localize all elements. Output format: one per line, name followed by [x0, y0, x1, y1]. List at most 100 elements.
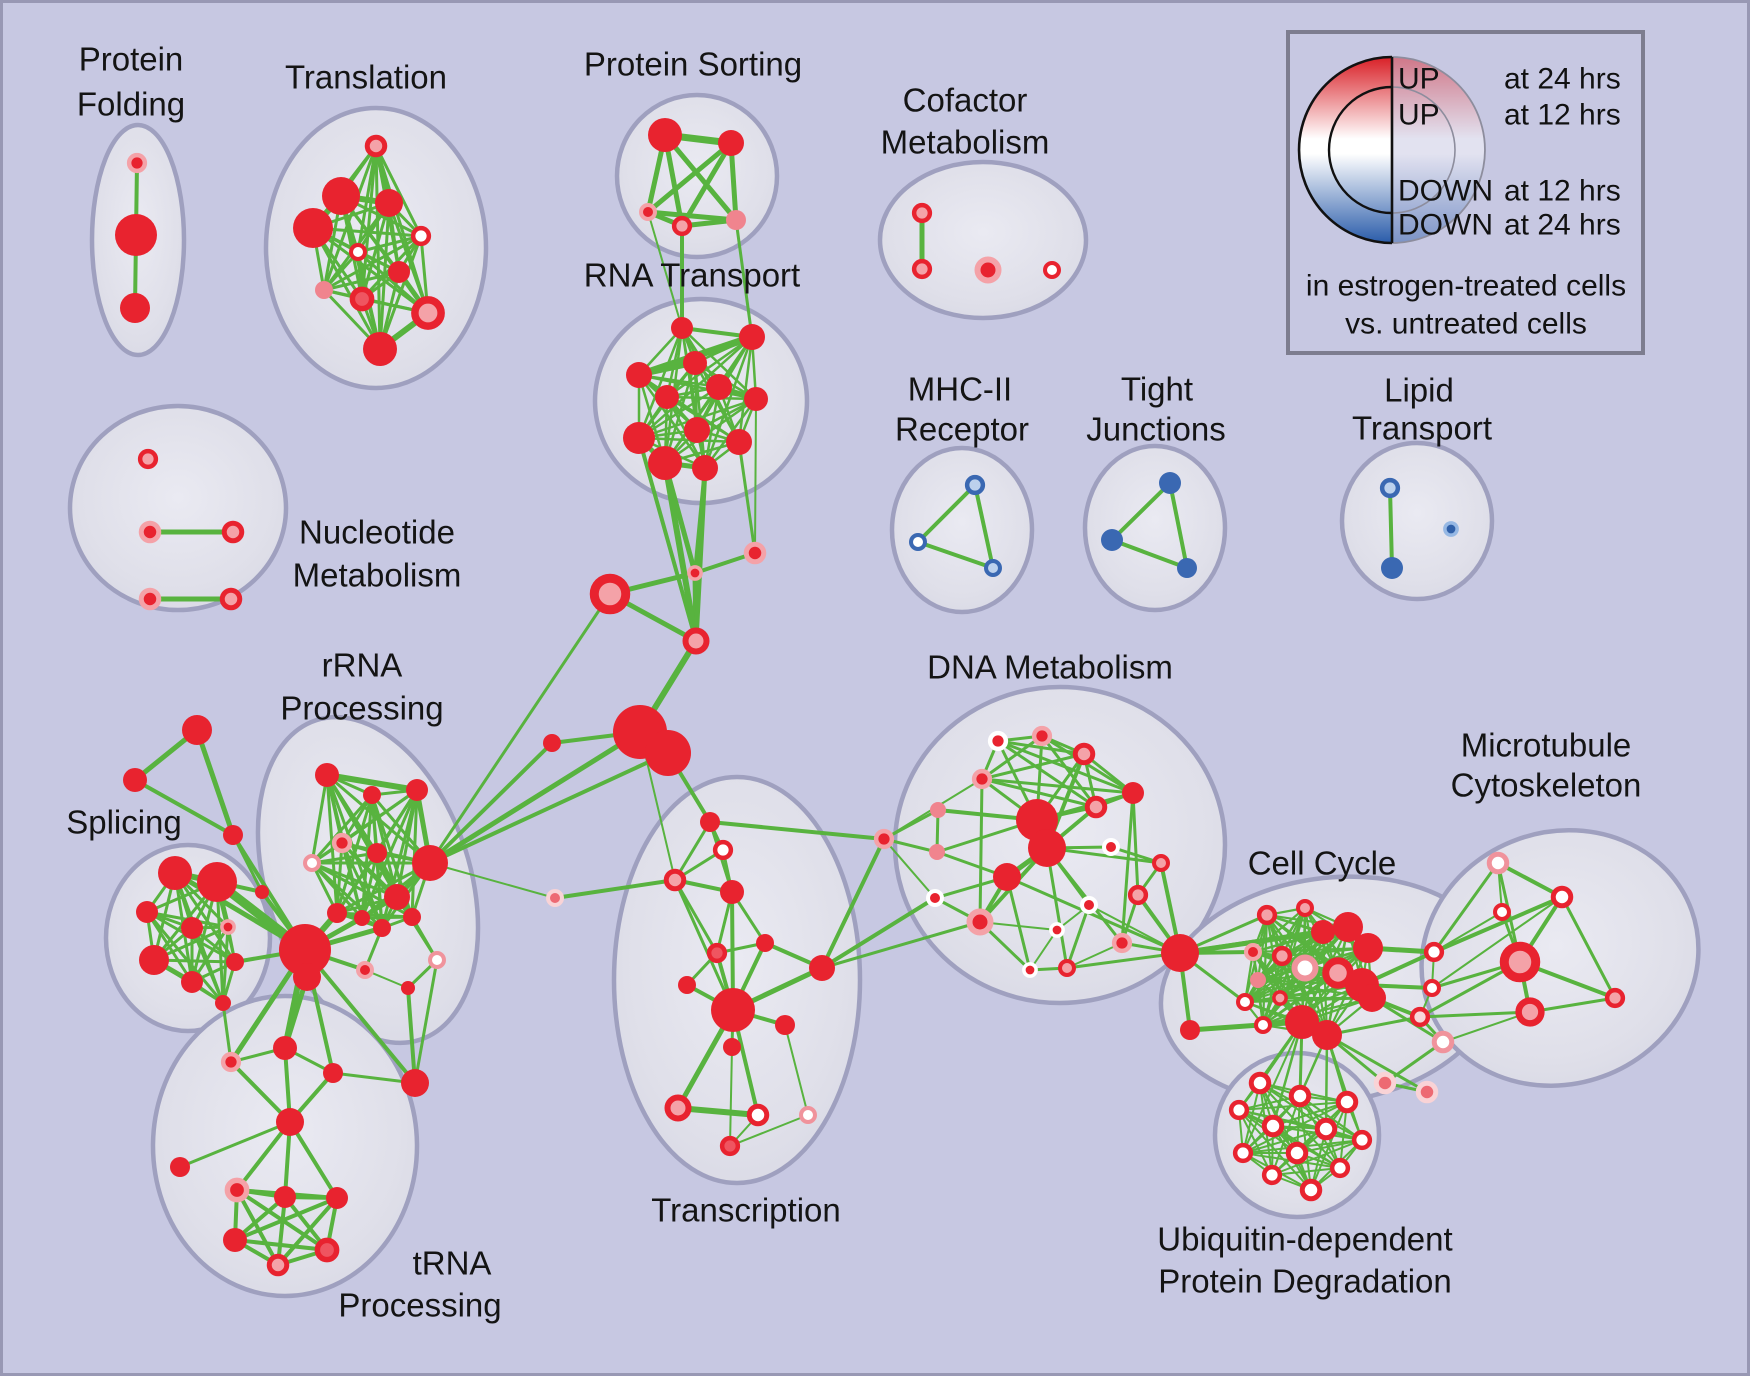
edge [1188, 1023, 1265, 1032]
cluster-label-lipid-transport: Lipid [1384, 372, 1454, 409]
gene-node [1072, 742, 1096, 766]
edge [645, 209, 739, 223]
gene-node [170, 1157, 190, 1177]
gene-node [1152, 854, 1170, 872]
edge [1271, 1020, 1304, 1128]
gene-node [364, 134, 388, 158]
gene-node [1335, 1090, 1359, 1114]
gene-node [648, 118, 682, 152]
edge [231, 833, 264, 894]
gene-node [993, 863, 1021, 891]
gene-node [678, 976, 696, 994]
edge [737, 335, 754, 444]
edge [679, 140, 734, 229]
gene-node [181, 917, 203, 939]
edge [310, 861, 399, 899]
gene-node [223, 1228, 247, 1252]
gene-node [911, 202, 933, 224]
gene-node [639, 203, 657, 221]
cluster-label-rrna-processing: Processing [280, 690, 443, 727]
gene-node [197, 862, 237, 902]
gene-node [1353, 933, 1383, 963]
gene-node [123, 768, 147, 792]
gene-node [1031, 725, 1053, 747]
legend-row-detail: at 12 hrs [1504, 99, 1621, 132]
gene-node [966, 908, 994, 936]
gene-node [1291, 954, 1319, 982]
gene-node [220, 919, 236, 935]
legend-row-detail: at 12 hrs [1504, 175, 1621, 208]
gene-node [756, 934, 774, 952]
edge [194, 727, 236, 838]
gene-node [682, 627, 710, 655]
edge [276, 1195, 287, 1267]
gene-node [215, 995, 231, 1011]
gene-node [255, 885, 269, 899]
gene-node [401, 1069, 429, 1097]
edge [665, 395, 758, 401]
edge [1431, 896, 1563, 989]
gene-node [1177, 558, 1197, 578]
edge [288, 1120, 339, 1200]
edge [729, 1046, 733, 1147]
edge [1432, 861, 1500, 954]
gene-node [1423, 979, 1441, 997]
edge [310, 773, 329, 865]
gene-node [1028, 829, 1066, 867]
gene-node [401, 981, 415, 995]
gene-node [406, 779, 428, 801]
gene-node [384, 884, 410, 910]
gene-node [327, 903, 347, 923]
gene-node [1486, 851, 1510, 875]
gene-node [182, 715, 212, 745]
edge [310, 793, 374, 865]
gene-nodes [115, 118, 1626, 1277]
cluster-label-rrna-processing: rRNA [322, 647, 403, 684]
gene-node [1102, 838, 1120, 856]
gene-node [974, 256, 1002, 284]
gene-node [1431, 1030, 1455, 1054]
gene-node [1049, 922, 1065, 938]
cluster-label-splicing: Splicing [66, 804, 182, 841]
edge [133, 778, 235, 837]
legend-row-label: UP [1398, 63, 1440, 96]
cluster-label-microtubule-cytoskeleton: Microtubule [1461, 727, 1632, 764]
edge [1324, 1033, 1329, 1131]
cluster-ellipse-nucleotide-metabolism [67, 403, 289, 613]
edge [673, 878, 735, 1012]
gene-node [706, 942, 728, 964]
gene-node [911, 258, 933, 280]
gene-node [589, 573, 631, 615]
gene-node [1515, 997, 1545, 1027]
gene-node [723, 1038, 741, 1056]
edge [428, 741, 554, 865]
cluster-label-trna-processing: Processing [338, 1287, 501, 1324]
edge [1388, 486, 1394, 570]
edge [235, 1188, 280, 1267]
legend-row-label: DOWN [1398, 175, 1493, 208]
gene-node [726, 429, 752, 455]
cluster-ellipse-lipid-transport [1339, 440, 1495, 602]
cluster-labels: Protein Folding Translation Nucleotide Metab… [66, 41, 1641, 1324]
gene-node [1299, 1178, 1323, 1202]
gene-node [626, 362, 652, 388]
legend-circle-outline [1297, 55, 1393, 245]
cluster-label-transcription: Transcription [651, 1192, 841, 1229]
edge [310, 851, 379, 865]
legend-circle-outline [1391, 86, 1456, 214]
edge [703, 385, 721, 470]
gene-node [739, 324, 765, 350]
gene-node [671, 317, 693, 339]
edge [1238, 1101, 1348, 1111]
gene-node [323, 1063, 343, 1083]
gene-node [1285, 1005, 1319, 1039]
gene-node [1409, 1006, 1431, 1028]
cluster-label-cofactor-metabolism: Cofactor [903, 82, 1028, 119]
gene-node [1381, 557, 1403, 579]
gene-node [1271, 945, 1293, 967]
edge [973, 483, 995, 570]
gene-node [648, 446, 682, 480]
edge [784, 1024, 809, 1116]
gene-node [136, 901, 158, 923]
gene-node [223, 825, 243, 845]
